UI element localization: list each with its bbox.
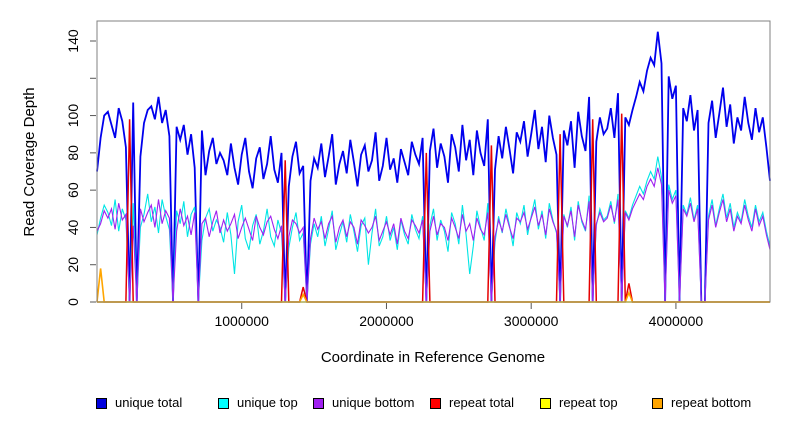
x-tick-label: 2000000 <box>359 313 414 329</box>
legend-item-repeat-top: repeat top <box>540 395 618 411</box>
x-tick-label: 3000000 <box>504 313 559 329</box>
legend-item-unique-bottom: unique bottom <box>313 395 414 411</box>
legend-swatch-unique-bottom <box>313 397 324 409</box>
legend-item-unique-total: unique total <box>96 395 182 411</box>
legend-label: unique total <box>115 395 183 410</box>
y-tick-label: 40 <box>65 219 81 235</box>
legend-swatch-repeat-top <box>540 397 551 409</box>
y-tick-label: 20 <box>65 257 81 273</box>
plot-border <box>96 20 771 303</box>
x-axis-title: Coordinate in Reference Genome <box>321 349 545 366</box>
y-tick-label: 60 <box>65 182 81 198</box>
y-tick-label: 140 <box>65 29 81 53</box>
plot-series <box>96 31 771 303</box>
legend-label: unique top <box>237 395 298 410</box>
legend-swatch-unique-top <box>218 397 229 409</box>
legend-label: unique bottom <box>332 395 415 410</box>
legend-item-repeat-total: repeat total <box>430 395 514 411</box>
y-axis: 0 20 40 60 80 100 140 <box>65 29 96 306</box>
y-axis-title: Read Coverage Depth <box>21 87 38 236</box>
legend-item-unique-top: unique top <box>218 395 298 411</box>
y-tick-label: 0 <box>65 298 81 306</box>
y-tick-label: 80 <box>65 145 81 161</box>
legend-item-repeat-bottom: repeat bottom <box>652 395 751 411</box>
legend-swatch-repeat-bottom <box>652 397 663 409</box>
legend-swatch-unique-total <box>96 397 107 409</box>
x-tick-label: 1000000 <box>214 313 269 329</box>
y-tick-label: 100 <box>65 104 81 128</box>
chart-legend: unique total unique top unique bottom repea… <box>0 395 792 419</box>
legend-label: repeat bottom <box>671 395 752 410</box>
legend-label: repeat top <box>559 395 618 410</box>
legend-swatch-repeat-total <box>430 397 441 409</box>
series-unique-bottom <box>96 167 771 303</box>
series-unique-total <box>96 31 771 303</box>
x-tick-label: 4000000 <box>649 313 704 329</box>
legend-label: repeat total <box>449 395 515 410</box>
series-unique-top <box>96 156 771 303</box>
x-axis: 1000000 2000000 3000000 4000000 <box>214 303 703 329</box>
